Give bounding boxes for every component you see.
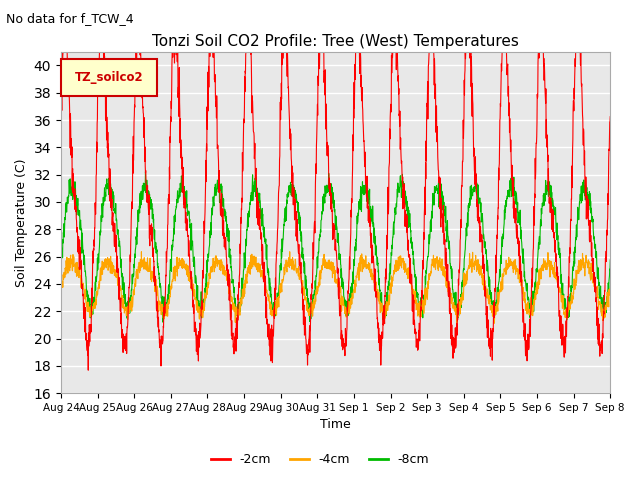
-2cm (573, 49, 581, 55)
-4cm (607, 291, 614, 297)
-4cm (496, 288, 504, 294)
Legend: -2cm, -4cm, -8cm: -2cm, -4cm, -8cm (206, 448, 434, 471)
-2cm (607, 114, 614, 120)
-4cm (352, 281, 360, 287)
-8cm (159, 319, 167, 325)
Title: Tonzi Soil CO2 Profile: Tree (West) Temperatures: Tonzi Soil CO2 Profile: Tree (West) Temp… (152, 34, 519, 49)
-4cm (211, 268, 218, 274)
-4cm (364, 263, 371, 268)
-4cm (573, 267, 581, 273)
Line: -2cm: -2cm (61, 52, 611, 370)
Y-axis label: Soil Temperature (C): Soil Temperature (C) (15, 158, 28, 287)
-8cm (352, 248, 360, 253)
-2cm (84, 367, 92, 373)
-4cm (57, 279, 65, 285)
Line: -4cm: -4cm (61, 252, 611, 324)
X-axis label: Time: Time (320, 419, 351, 432)
-2cm (58, 49, 66, 55)
-8cm (211, 185, 218, 191)
-8cm (364, 193, 372, 199)
Text: No data for f_TCW_4: No data for f_TCW_4 (6, 12, 134, 25)
FancyBboxPatch shape (61, 59, 157, 96)
-8cm (141, 169, 149, 175)
-4cm (452, 321, 460, 327)
-2cm (211, 73, 218, 79)
-2cm (496, 135, 504, 141)
-8cm (607, 257, 614, 263)
-2cm (57, 107, 65, 113)
-8cm (496, 268, 504, 274)
-2cm (364, 195, 372, 201)
-8cm (573, 220, 581, 226)
-4cm (138, 249, 145, 254)
-8cm (57, 257, 65, 263)
-8cm (558, 293, 566, 299)
-2cm (558, 334, 566, 340)
Line: -8cm: -8cm (61, 172, 611, 322)
Text: TZ_soilco2: TZ_soilco2 (74, 71, 143, 84)
-4cm (558, 292, 566, 298)
-2cm (352, 49, 360, 55)
